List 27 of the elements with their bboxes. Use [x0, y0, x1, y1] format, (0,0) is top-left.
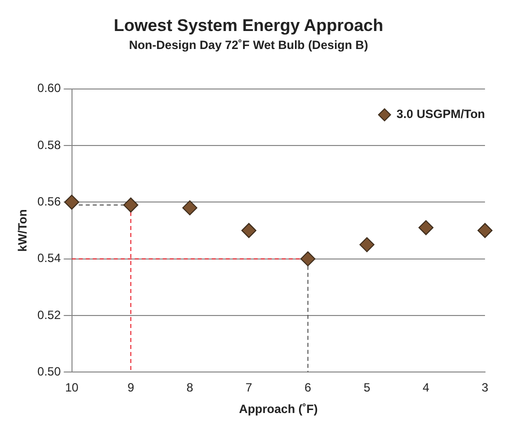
point: [478, 223, 492, 238]
x-tick-label: 10: [65, 380, 79, 395]
point: [300, 251, 316, 266]
x-tick-label: 7: [246, 380, 253, 395]
x-tick-label: 9: [127, 380, 134, 395]
y-tick-label: 0.54: [37, 251, 62, 266]
x-axis-title: Approach (˚F): [239, 402, 318, 416]
x-tick-label: 4: [422, 380, 430, 395]
point: [241, 223, 256, 238]
x-tick-label: 3: [482, 380, 489, 395]
y-tick-label: 0.52: [37, 308, 62, 322]
point: [123, 197, 138, 212]
x-tick-label: 8: [186, 380, 194, 395]
chart-subtitle: Non-Design Day 72˚F Wet Bulb (Design B): [128, 38, 368, 52]
x-tick-label: 5: [364, 380, 371, 395]
x-tick-label: 6: [304, 380, 312, 395]
y-axis-title: kW/Ton: [16, 209, 30, 252]
y-tick-label: 0.58: [37, 138, 62, 152]
y-tick-label: 0.60: [37, 81, 62, 96]
point: [182, 200, 198, 216]
y-tick-label: 0.56: [37, 194, 62, 208]
legend-label: 3.0 USGPM/Ton: [396, 107, 485, 122]
point: [64, 194, 80, 210]
point: [418, 220, 434, 236]
point: [359, 237, 374, 252]
y-tick-label: 0.50: [37, 364, 62, 379]
chart-title: Lowest System Energy Approach: [114, 16, 384, 35]
